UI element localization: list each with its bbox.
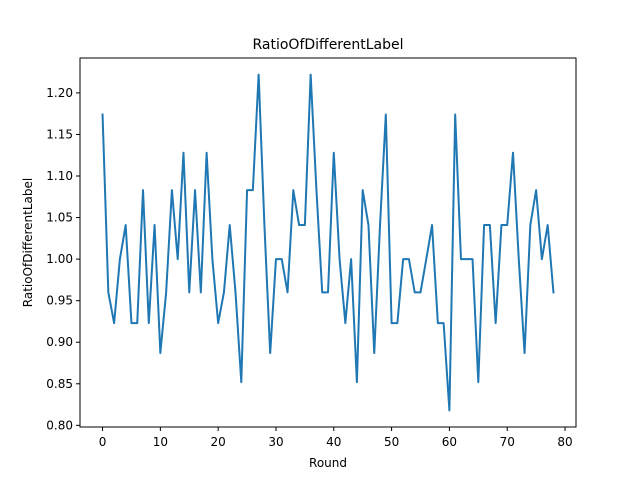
x-tick-label: 60 — [442, 435, 457, 449]
y-axis-label: RatioOfDifferentLabel — [21, 178, 35, 307]
x-tick-label: 50 — [384, 435, 399, 449]
y-tick-label: 0.80 — [46, 418, 73, 432]
y-tick-label: 0.95 — [46, 294, 73, 308]
plot-frame — [79, 57, 577, 428]
series-line — [101, 73, 555, 412]
x-tick-label: 80 — [557, 435, 572, 449]
y-tick-label: 0.90 — [46, 335, 73, 349]
y-tick-label: 0.85 — [46, 377, 73, 391]
y-tick-label: 1.00 — [46, 252, 73, 266]
x-tick-label: 20 — [211, 435, 226, 449]
plot-area: 0 10 20 30 40 50 60 70 80 0.80 0.85 0.90 0.95 1.00 1.… — [46, 57, 577, 449]
chart-title: RatioOfDifferentLabel — [252, 37, 403, 53]
x-axis-label: Round — [309, 456, 347, 470]
x-axis-ticks: 0 10 20 30 40 50 60 70 80 — [99, 427, 573, 449]
y-tick-label: 1.10 — [46, 169, 73, 183]
y-tick-label: 1.15 — [46, 127, 73, 141]
x-tick-label: 30 — [268, 435, 283, 449]
x-tick-label: 40 — [326, 435, 341, 449]
y-tick-label: 1.05 — [46, 211, 73, 225]
x-tick-label: 10 — [153, 435, 168, 449]
x-tick-label: 0 — [99, 435, 107, 449]
y-tick-label: 1.20 — [46, 86, 73, 100]
x-tick-label: 70 — [500, 435, 515, 449]
y-axis-ticks: 0.80 0.85 0.90 0.95 1.00 1.05 1.10 1.15 1.20 — [46, 86, 80, 432]
